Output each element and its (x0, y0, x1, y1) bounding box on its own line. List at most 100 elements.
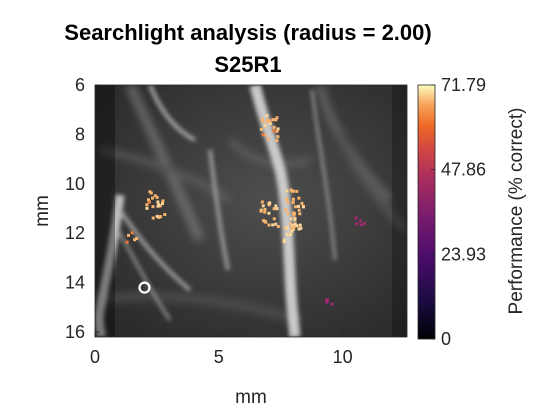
performance-pixel (289, 233, 292, 237)
performance-pixel (298, 212, 302, 216)
edge-shade-right (392, 85, 407, 337)
performance-pixel (133, 238, 137, 242)
performance-pixel (263, 208, 267, 211)
performance-pixel (145, 203, 149, 207)
performance-pixel (295, 224, 299, 228)
performance-pixel (261, 133, 265, 137)
performance-pixel (292, 197, 295, 201)
performance-pixel (285, 226, 288, 230)
performance-pixel (148, 190, 152, 194)
performance-pixel (297, 208, 301, 212)
performance-pixel (268, 119, 272, 123)
performance-pixel (297, 227, 301, 231)
performance-pixel (262, 219, 266, 223)
performance-pixel (289, 222, 292, 226)
performance-pixel (161, 202, 164, 205)
performance-pixel (290, 229, 294, 233)
chart-title: Searchlight analysis (radius = 2.00) (64, 20, 431, 45)
performance-pixel (268, 122, 272, 125)
performance-pixel (157, 203, 161, 207)
performance-pixel (263, 124, 267, 127)
y-axis-label: mm (32, 195, 53, 227)
performance-pixel (260, 200, 264, 204)
performance-pixel (275, 139, 279, 143)
performance-pixel (147, 198, 150, 202)
performance-pixel (264, 220, 268, 224)
vessel-left (95, 194, 125, 337)
performance-pixel (289, 188, 293, 192)
performance-pixel (359, 219, 362, 223)
performance-pixel (289, 217, 293, 221)
x-axis: 0 5 10 (90, 332, 353, 367)
performance-clusters (125, 114, 366, 306)
performance-pixel (263, 133, 267, 137)
performance-pixel (155, 195, 159, 199)
performance-pixel (283, 239, 287, 243)
performance-pixel (291, 223, 295, 227)
performance-pixel (271, 223, 275, 227)
performance-pixel (151, 205, 155, 209)
performance-pixel (265, 119, 269, 123)
performance-pixel (293, 216, 297, 220)
performance-pixel (299, 226, 303, 230)
performance-pixel (362, 222, 366, 225)
chart-subtitle: S25R1 (214, 52, 281, 77)
y-tick-label: 8 (75, 124, 85, 144)
performance-pixel (267, 223, 271, 227)
y-tick-label: 6 (75, 75, 85, 95)
performance-pixel (359, 223, 363, 227)
performance-pixel (285, 232, 289, 236)
colorbar-tick-label: 23.93 (441, 244, 486, 264)
performance-pixel (125, 240, 129, 244)
performance-pixel (148, 200, 151, 204)
performance-pixel (291, 201, 295, 205)
performance-pixel (290, 226, 294, 230)
x-tick-label: 5 (214, 347, 224, 367)
performance-pixel (276, 127, 280, 131)
performance-pixel (261, 204, 265, 208)
performance-pixel (293, 218, 297, 222)
y-tick-label: 14 (65, 273, 85, 293)
performance-pixel (151, 196, 154, 200)
x-tick-label: 0 (90, 347, 100, 367)
performance-pixel (157, 216, 161, 219)
performance-pixel (268, 201, 272, 205)
performance-pixel (272, 125, 276, 129)
performance-pixel (297, 196, 301, 200)
performance-pixel (301, 205, 305, 209)
edge-shade-left (95, 85, 115, 337)
vessel-texture (95, 85, 407, 325)
performance-pixel (272, 217, 276, 221)
performance-pixel (127, 233, 130, 237)
y-tick-label: 16 (65, 322, 85, 342)
performance-pixel (286, 200, 290, 204)
performance-pixel (274, 222, 278, 226)
y-tick-label: 12 (65, 223, 85, 243)
performance-pixel (161, 199, 165, 203)
performance-pixel (294, 205, 298, 209)
performance-pixel (330, 302, 334, 306)
performance-pixel (276, 225, 280, 228)
performance-pixel (260, 119, 264, 123)
performance-pixel (292, 211, 296, 215)
performance-pixel (272, 207, 276, 211)
colorbar-label: Performance (% correct) (506, 108, 527, 315)
performance-pixel (155, 214, 159, 218)
performance-pixel (266, 137, 270, 141)
performance-pixel (263, 210, 267, 214)
performance-pixel (276, 135, 280, 139)
performance-pixel (325, 300, 329, 304)
performance-pixel (259, 209, 263, 213)
performance-pixel (156, 200, 160, 204)
colorbar-tick-label: 0 (441, 329, 451, 349)
colorbar-ticks: 0 23.93 47.86 71.79 (431, 75, 486, 349)
colorbar (417, 84, 436, 340)
performance-pixel (275, 116, 279, 120)
performance-pixel (271, 118, 275, 122)
performance-pixel (275, 207, 279, 211)
y-axis: 6 8 10 12 14 16 (65, 75, 100, 342)
performance-pixel (300, 201, 304, 205)
performance-pixel (275, 129, 279, 133)
performance-pixel (272, 129, 276, 133)
performance-pixel (274, 204, 278, 208)
